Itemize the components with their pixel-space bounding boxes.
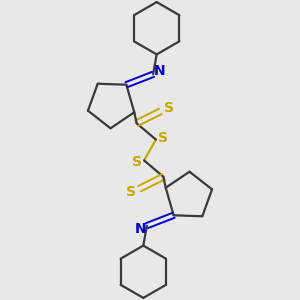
Text: N: N xyxy=(134,222,146,236)
Text: S: S xyxy=(126,184,136,199)
Text: N: N xyxy=(154,64,166,78)
Text: S: S xyxy=(164,101,174,116)
Text: S: S xyxy=(132,155,142,169)
Text: S: S xyxy=(158,131,168,145)
